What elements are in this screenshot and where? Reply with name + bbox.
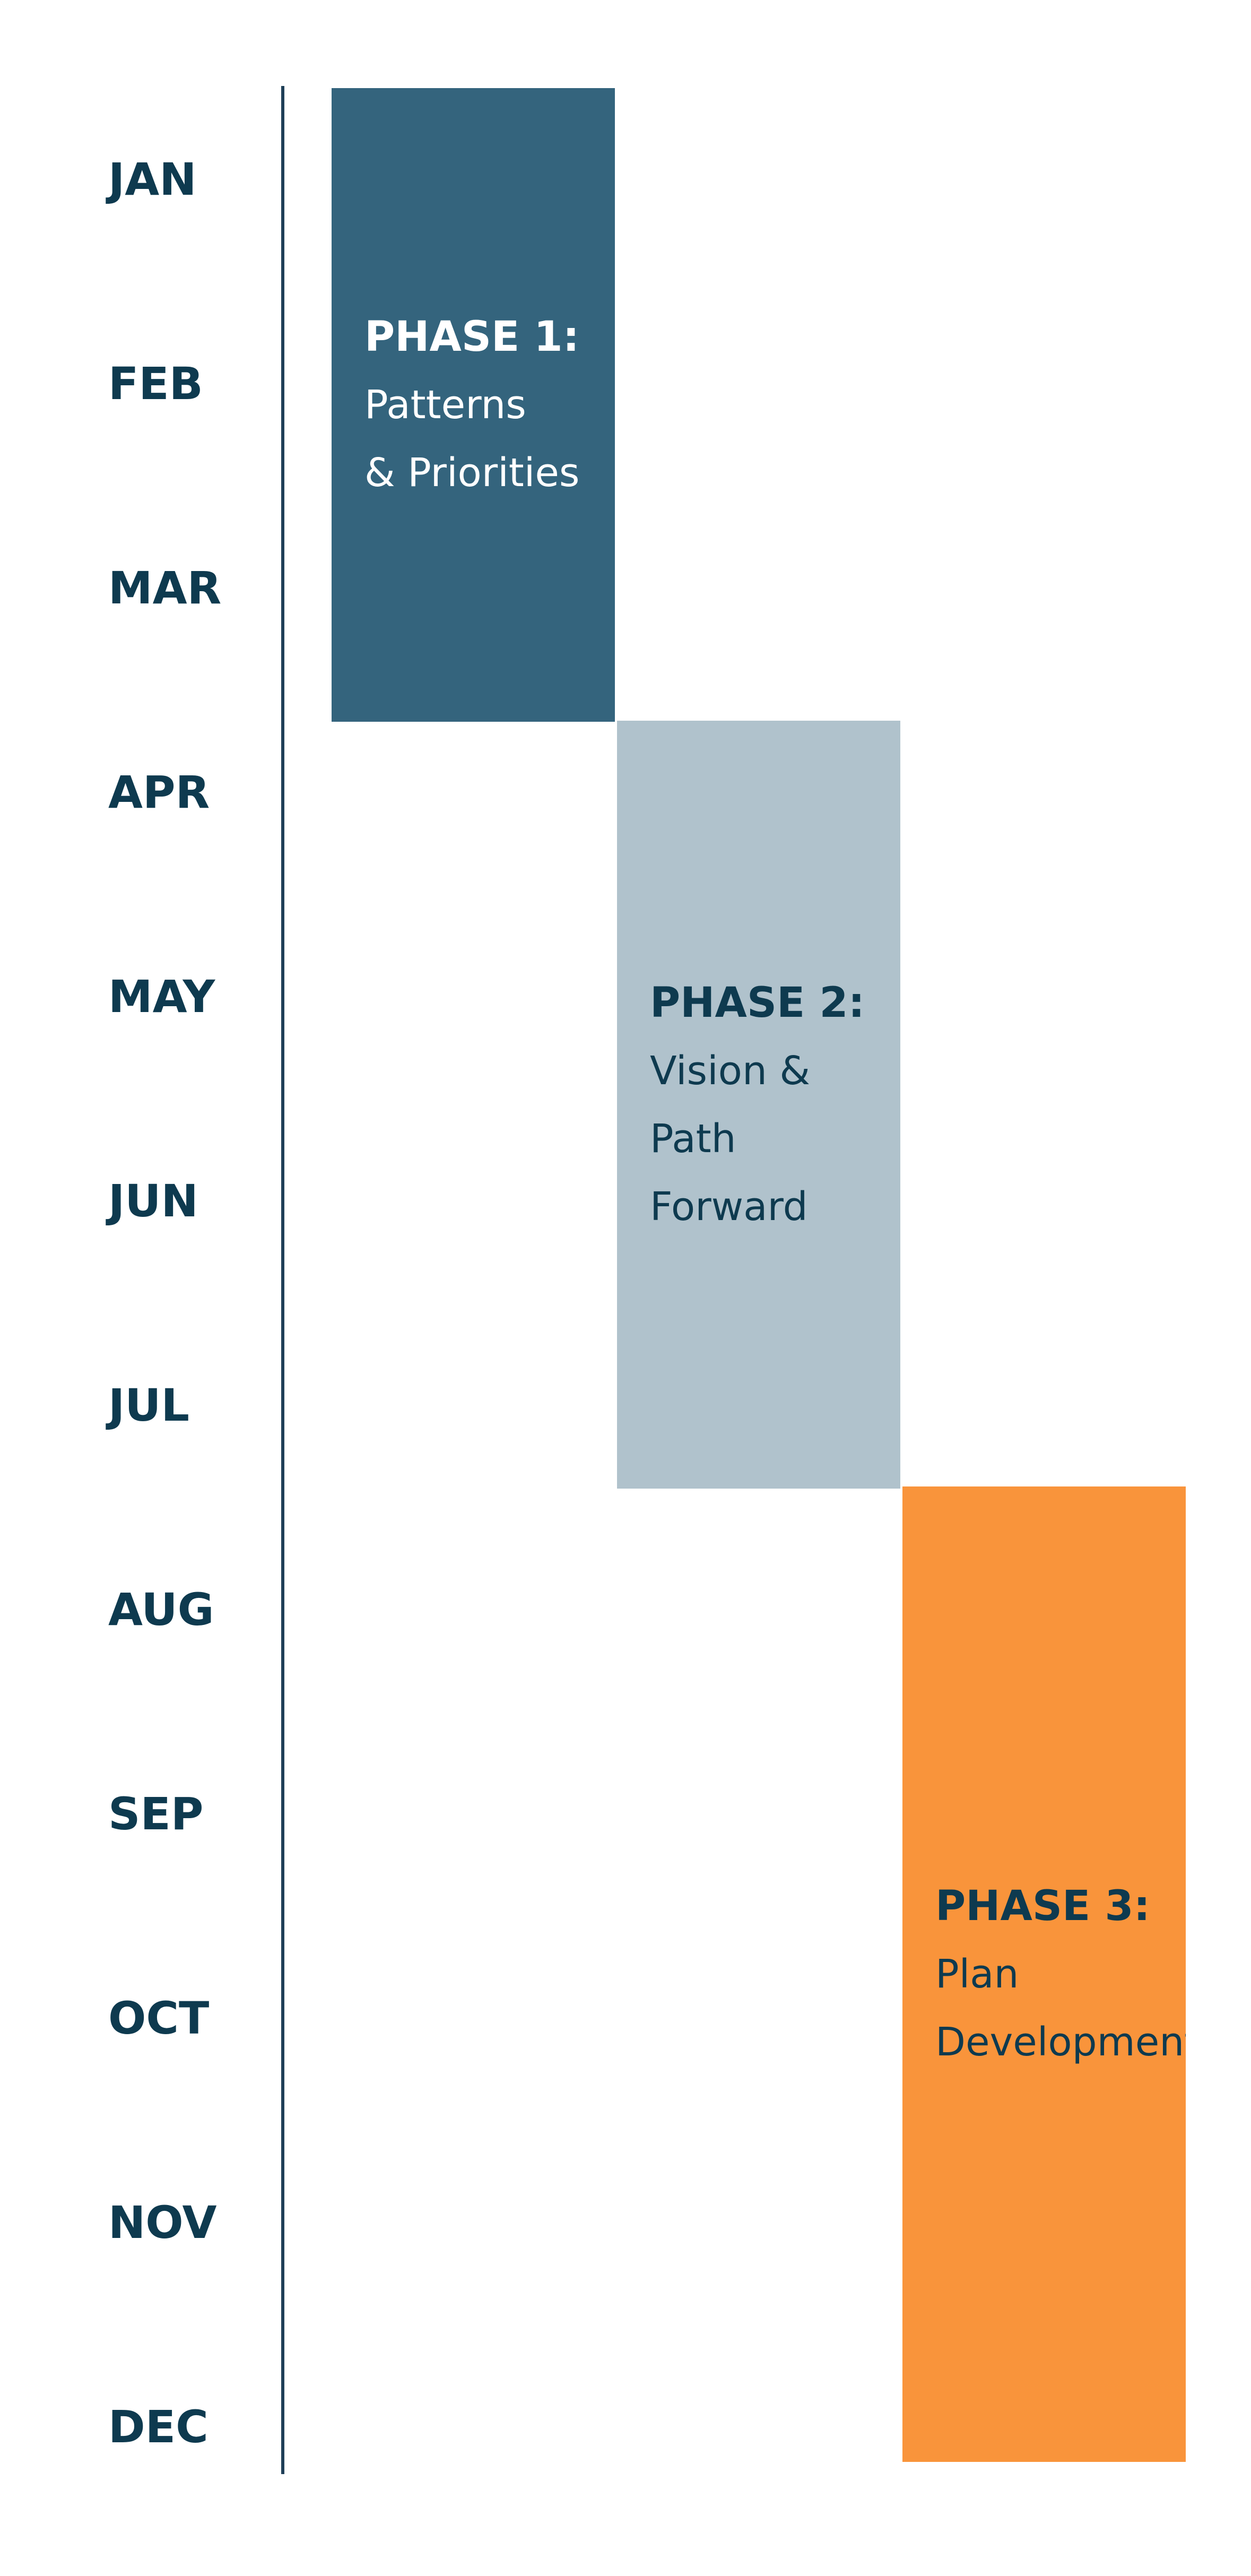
month-label-dec: DEC (108, 2401, 209, 2453)
month-label-aug: AUG (108, 1584, 214, 1636)
month-label-nov: NOV (108, 2197, 217, 2249)
phase-2-block: PHASE 2: Vision & Path Forward (617, 721, 900, 1489)
phase-2-line-2: Path (650, 1116, 736, 1162)
month-label-apr: APR (108, 766, 210, 818)
phase-1-line-1: Patterns (364, 382, 526, 428)
phase-3-block: PHASE 3: Plan Development (902, 1486, 1186, 2462)
month-label-jan: JAN (108, 153, 197, 205)
month-label-feb: FEB (108, 358, 203, 410)
phase-3-line-2: Development (935, 2019, 1186, 2065)
month-label-may: MAY (108, 971, 215, 1023)
timeline-axis-line (281, 86, 284, 2474)
phase-1-block: PHASE 1: Patterns & Priorities (332, 88, 615, 722)
phase-2-line-3: Forward (650, 1183, 808, 1230)
month-label-jul: JUL (108, 1379, 189, 1431)
month-label-mar: MAR (108, 562, 222, 614)
phase-1-line-2: & Priorities (364, 450, 580, 496)
phase-2-title: PHASE 2: (650, 979, 865, 1027)
phase-3-line-1: Plan (935, 1951, 1019, 1997)
month-label-sep: SEP (108, 1788, 204, 1840)
phase-1-title: PHASE 1: (364, 313, 579, 361)
month-label-jun: JUN (108, 1175, 198, 1227)
phase-3-title: PHASE 3: (935, 1882, 1150, 1930)
phase-2-line-1: Vision & (650, 1048, 811, 1094)
month-label-oct: OCT (108, 1992, 210, 2044)
